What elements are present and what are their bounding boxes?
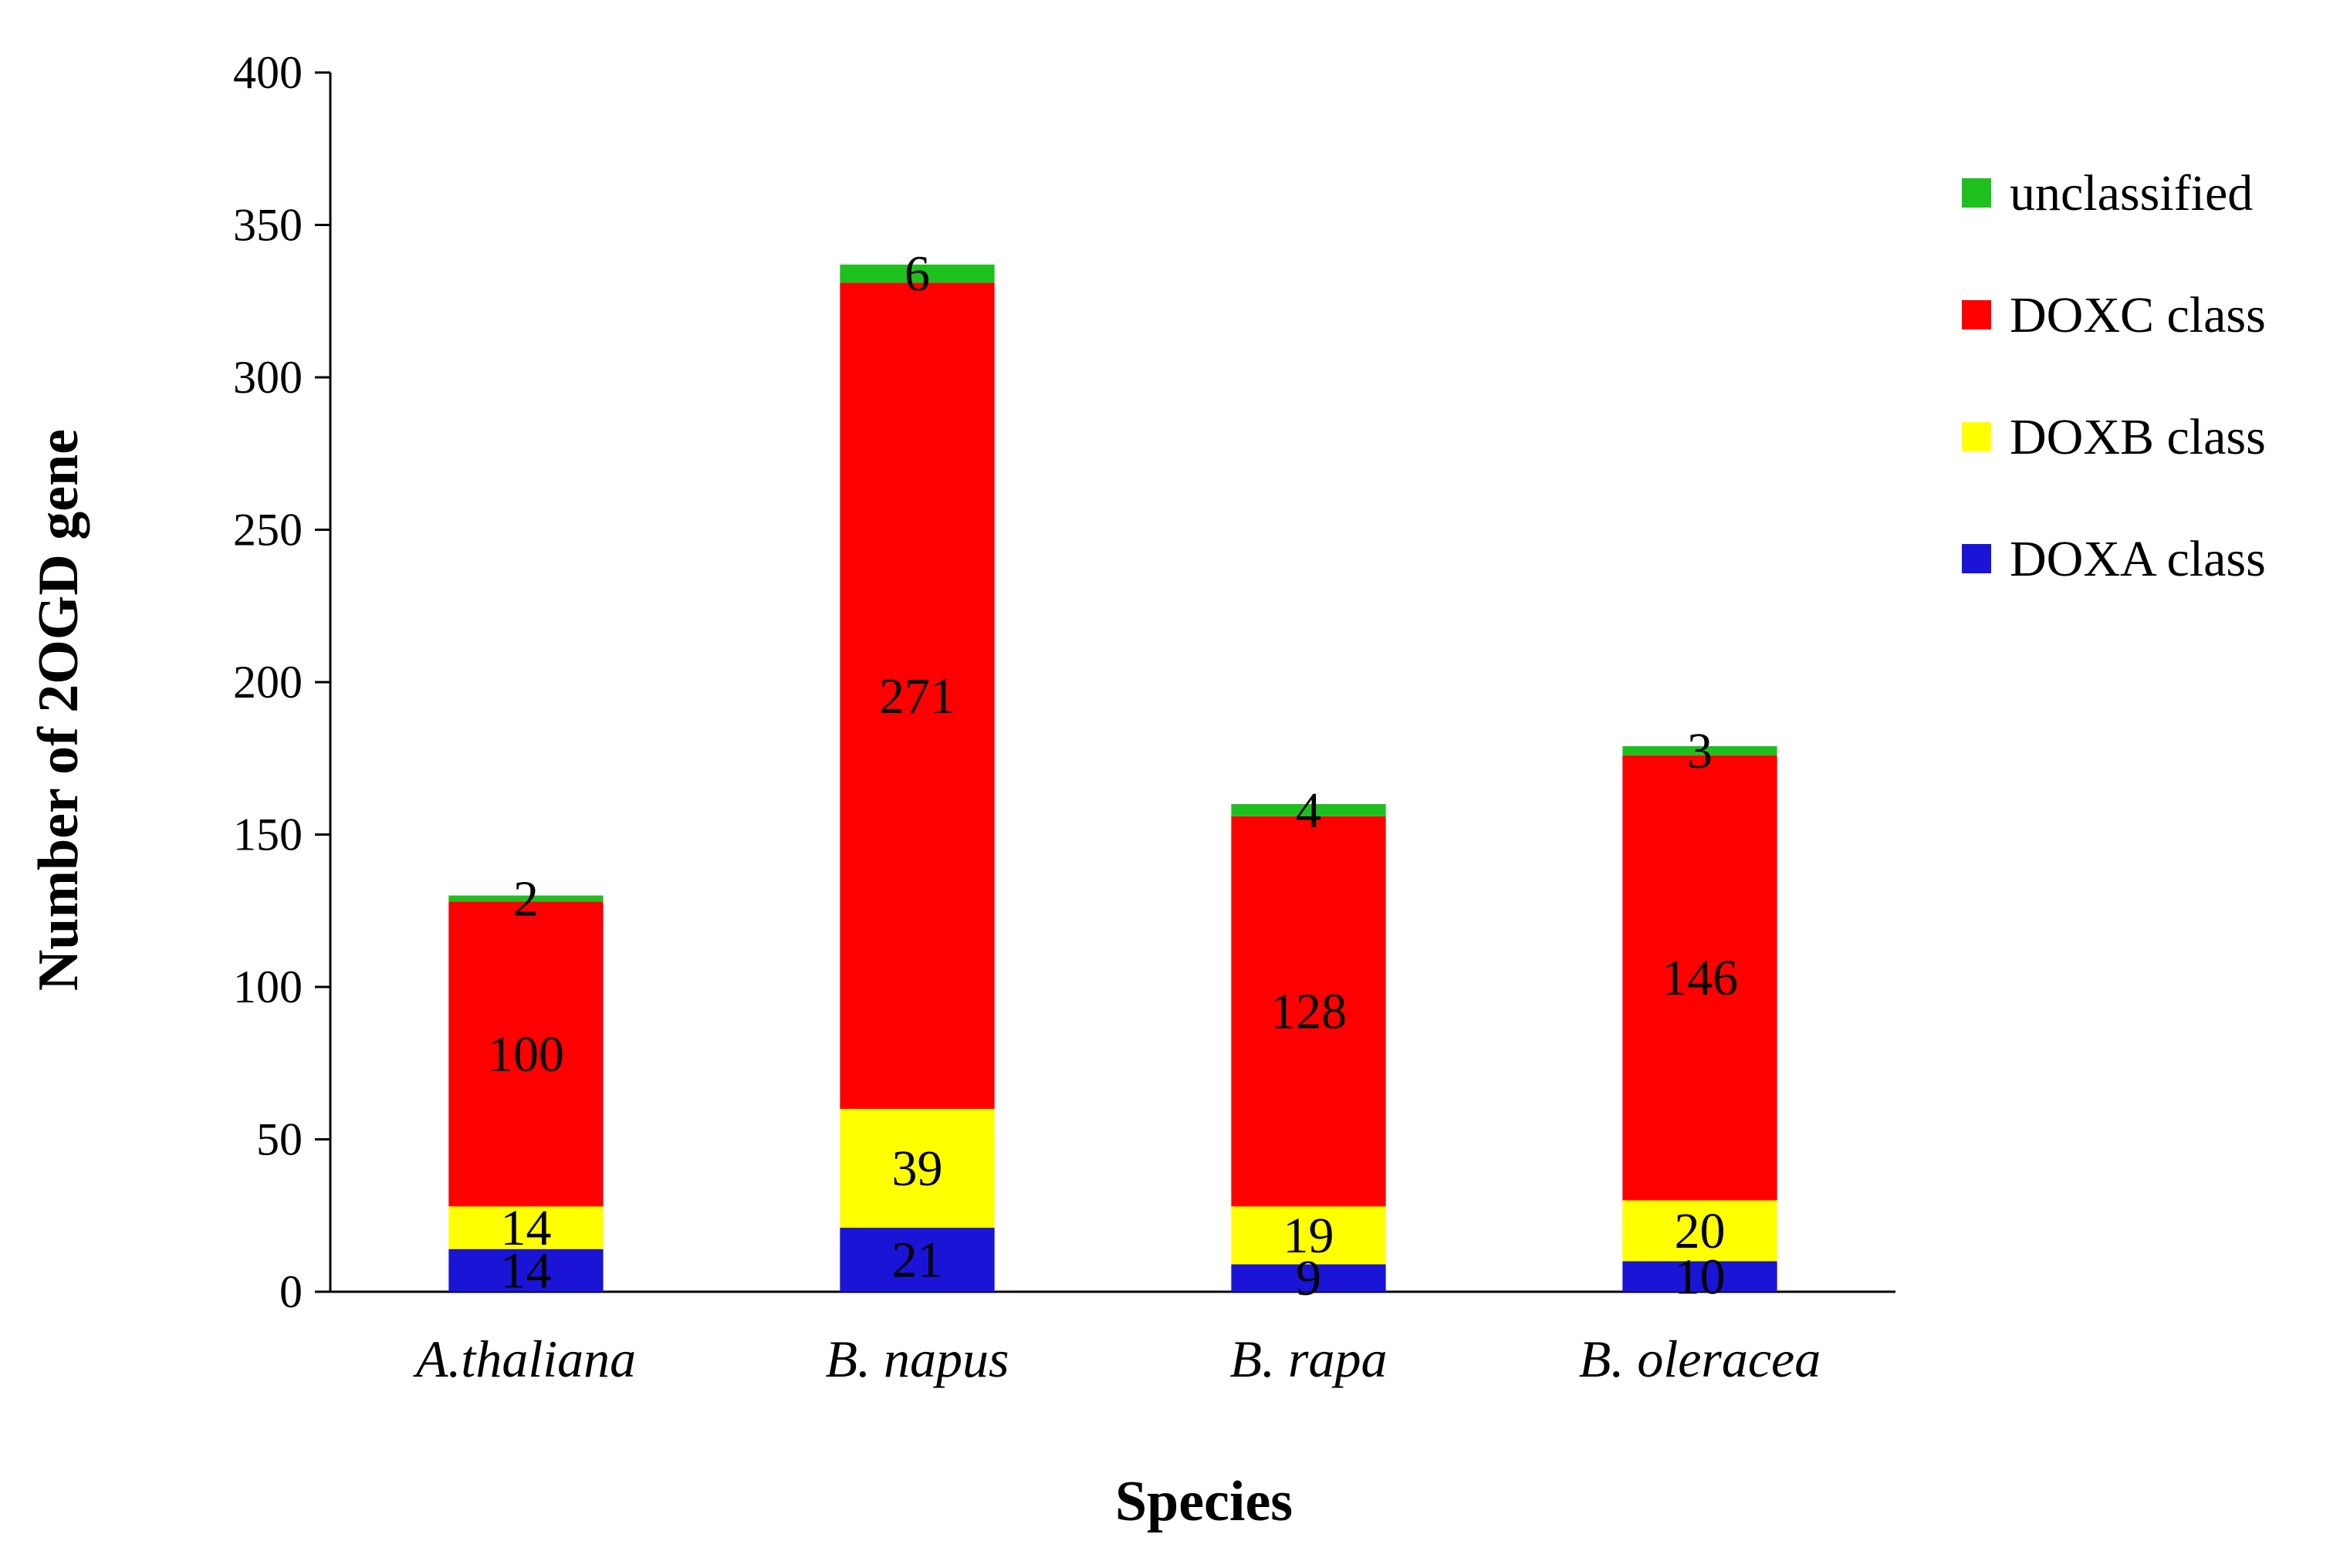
legend-swatch (1962, 422, 1991, 451)
bar-segment (1231, 1264, 1386, 1292)
bar-segment (448, 1249, 604, 1292)
bar-segment (840, 264, 995, 283)
y-axis: 0 50 100 150 200 250 300 350 400 (233, 47, 332, 1317)
data-label: 20 (1675, 1203, 1726, 1259)
bar-segment (1231, 816, 1386, 1207)
legend-label: DOXC class (2010, 287, 2266, 343)
bar-segment (840, 1109, 995, 1228)
data-label: 9 (1296, 1250, 1321, 1306)
legend-label: unclassified (2010, 165, 2253, 221)
bars (448, 264, 1777, 1292)
data-label: 6 (905, 246, 930, 302)
data-label: 4 (1296, 782, 1321, 839)
bar-segment (1231, 1206, 1386, 1265)
y-tick-label: 100 (233, 961, 303, 1012)
bar-segment (840, 282, 995, 1109)
bar-segment (1622, 755, 1777, 1201)
bar-segment (1622, 1200, 1777, 1262)
x-category-label: B. oleracea (1579, 1330, 1821, 1388)
bar-segment (448, 901, 604, 1207)
x-category-label: A.thaliana (413, 1330, 636, 1388)
legend-swatch (1962, 544, 1991, 573)
bar-segment (1231, 804, 1386, 816)
y-tick-label: 50 (256, 1114, 303, 1165)
data-label: 100 (488, 1026, 564, 1083)
bar-segment (448, 1206, 604, 1249)
data-label: 39 (892, 1141, 943, 1197)
bar-segment (840, 1228, 995, 1292)
legend: unclassified DOXC class DOXB class DOXA cla… (1962, 165, 2266, 587)
y-tick-label: 350 (233, 200, 303, 251)
x-category-label: B. napus (826, 1330, 1009, 1388)
data-label: 19 (1283, 1208, 1334, 1264)
data-label: 14 (501, 1242, 552, 1299)
bar-segment (1622, 1261, 1777, 1292)
data-label: 10 (1675, 1249, 1726, 1305)
y-tick-label: 400 (233, 47, 303, 98)
data-label: 21 (892, 1232, 943, 1289)
x-axis: A.thaliana B. napus B. rapa B. oleracea (330, 1290, 1895, 1388)
y-tick-label: 150 (233, 809, 303, 860)
x-category-label: B. rapa (1230, 1330, 1388, 1388)
data-label: 2 (513, 870, 539, 927)
y-axis-title: Number of 2OGD gene (27, 429, 90, 991)
y-tick-label: 0 (279, 1266, 303, 1317)
y-tick-label: 300 (233, 352, 303, 403)
y-tick-label: 250 (233, 505, 303, 556)
legend-swatch (1962, 300, 1991, 329)
legend-label: DOXB class (2010, 409, 2266, 465)
data-label: 128 (1270, 984, 1347, 1040)
legend-swatch (1962, 178, 1991, 208)
bar-segment (1622, 745, 1777, 755)
y-tick-label: 200 (233, 657, 303, 708)
legend-label: DOXA class (2010, 531, 2266, 587)
data-label: 3 (1687, 723, 1713, 779)
data-label: 14 (501, 1200, 552, 1256)
bar-segment (448, 895, 604, 902)
data-label: 146 (1662, 950, 1738, 1006)
x-axis-title: Species (1115, 1470, 1293, 1533)
data-label: 271 (879, 668, 955, 725)
